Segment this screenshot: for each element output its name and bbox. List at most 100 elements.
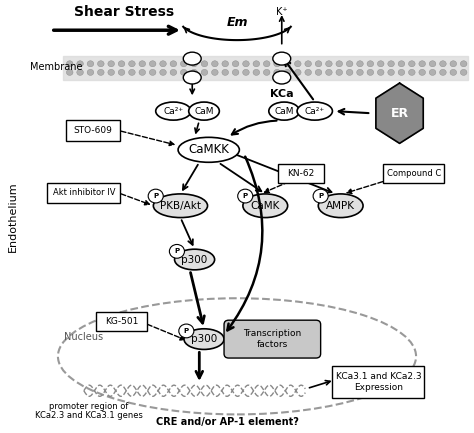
Circle shape bbox=[439, 61, 446, 67]
Text: KN-62: KN-62 bbox=[287, 169, 314, 178]
Circle shape bbox=[305, 61, 311, 67]
Circle shape bbox=[139, 61, 146, 67]
Circle shape bbox=[66, 69, 73, 75]
Circle shape bbox=[170, 61, 177, 67]
Circle shape bbox=[77, 69, 83, 75]
Circle shape bbox=[367, 61, 374, 67]
Circle shape bbox=[243, 61, 249, 67]
Circle shape bbox=[98, 61, 104, 67]
Text: AMPK: AMPK bbox=[326, 201, 355, 211]
Text: K⁺: K⁺ bbox=[276, 7, 288, 17]
Circle shape bbox=[315, 69, 322, 75]
Circle shape bbox=[409, 61, 415, 67]
Circle shape bbox=[211, 61, 218, 67]
Circle shape bbox=[108, 69, 115, 75]
Text: P: P bbox=[174, 249, 180, 254]
Ellipse shape bbox=[273, 71, 291, 84]
Circle shape bbox=[419, 69, 426, 75]
Text: CRE and/or AP-1 element?: CRE and/or AP-1 element? bbox=[156, 417, 299, 427]
Circle shape bbox=[179, 324, 194, 338]
Circle shape bbox=[377, 61, 384, 67]
Circle shape bbox=[450, 61, 456, 67]
FancyBboxPatch shape bbox=[96, 313, 147, 331]
Circle shape bbox=[294, 69, 301, 75]
Circle shape bbox=[336, 69, 343, 75]
Circle shape bbox=[237, 189, 253, 203]
Circle shape bbox=[346, 61, 353, 67]
Text: p300: p300 bbox=[182, 255, 208, 265]
Ellipse shape bbox=[243, 194, 288, 217]
Text: CaMKK: CaMKK bbox=[188, 143, 229, 156]
Circle shape bbox=[336, 61, 343, 67]
Text: Endothelium: Endothelium bbox=[8, 181, 18, 252]
Circle shape bbox=[460, 69, 467, 75]
Text: Nucleus: Nucleus bbox=[64, 332, 103, 342]
Circle shape bbox=[264, 69, 270, 75]
Ellipse shape bbox=[174, 249, 215, 270]
Circle shape bbox=[222, 69, 228, 75]
Text: CaM: CaM bbox=[194, 107, 214, 116]
Ellipse shape bbox=[154, 194, 208, 217]
Circle shape bbox=[357, 61, 363, 67]
Circle shape bbox=[274, 69, 280, 75]
Text: Akt inhibitor IV: Akt inhibitor IV bbox=[53, 188, 115, 197]
Circle shape bbox=[388, 61, 394, 67]
Ellipse shape bbox=[156, 102, 191, 120]
Text: PKB/Akt: PKB/Akt bbox=[160, 201, 201, 211]
Circle shape bbox=[284, 69, 291, 75]
FancyBboxPatch shape bbox=[383, 164, 444, 183]
Circle shape bbox=[169, 245, 184, 258]
Circle shape bbox=[367, 69, 374, 75]
Circle shape bbox=[398, 61, 405, 67]
Circle shape bbox=[409, 69, 415, 75]
Circle shape bbox=[460, 61, 467, 67]
Text: p300: p300 bbox=[191, 334, 217, 344]
Circle shape bbox=[108, 61, 115, 67]
Text: STO-609: STO-609 bbox=[74, 126, 113, 135]
Text: Membrane: Membrane bbox=[30, 62, 82, 72]
Text: Compound C: Compound C bbox=[387, 169, 441, 178]
Text: KCa: KCa bbox=[270, 89, 293, 99]
Circle shape bbox=[439, 69, 446, 75]
Circle shape bbox=[315, 61, 322, 67]
Circle shape bbox=[148, 189, 163, 203]
Circle shape bbox=[232, 61, 239, 67]
Circle shape bbox=[398, 69, 405, 75]
Circle shape bbox=[429, 61, 436, 67]
Ellipse shape bbox=[297, 102, 332, 120]
Text: ER: ER bbox=[391, 107, 409, 120]
Circle shape bbox=[139, 69, 146, 75]
Circle shape bbox=[118, 69, 125, 75]
Circle shape bbox=[128, 61, 135, 67]
Circle shape bbox=[98, 69, 104, 75]
Ellipse shape bbox=[178, 137, 239, 162]
Circle shape bbox=[128, 69, 135, 75]
Circle shape bbox=[191, 61, 197, 67]
Circle shape bbox=[211, 69, 218, 75]
Ellipse shape bbox=[269, 102, 300, 120]
Circle shape bbox=[160, 69, 166, 75]
Ellipse shape bbox=[318, 194, 363, 217]
Polygon shape bbox=[376, 83, 423, 143]
Text: Ca²⁺: Ca²⁺ bbox=[164, 107, 183, 116]
Circle shape bbox=[66, 61, 73, 67]
Circle shape bbox=[149, 61, 156, 67]
Circle shape bbox=[253, 61, 260, 67]
Text: CaMK: CaMK bbox=[251, 201, 280, 211]
Text: Ca²⁺: Ca²⁺ bbox=[305, 107, 325, 116]
Text: P: P bbox=[318, 193, 323, 199]
Circle shape bbox=[326, 69, 332, 75]
Circle shape bbox=[181, 69, 187, 75]
Circle shape bbox=[170, 69, 177, 75]
Text: promoter region of: promoter region of bbox=[49, 402, 128, 411]
Text: CaM: CaM bbox=[274, 107, 294, 116]
Circle shape bbox=[77, 61, 83, 67]
Circle shape bbox=[181, 61, 187, 67]
Circle shape bbox=[201, 61, 208, 67]
Text: Transcription
factors: Transcription factors bbox=[243, 330, 301, 349]
Circle shape bbox=[294, 61, 301, 67]
Circle shape bbox=[118, 61, 125, 67]
Circle shape bbox=[191, 69, 197, 75]
Circle shape bbox=[274, 61, 280, 67]
Circle shape bbox=[201, 69, 208, 75]
